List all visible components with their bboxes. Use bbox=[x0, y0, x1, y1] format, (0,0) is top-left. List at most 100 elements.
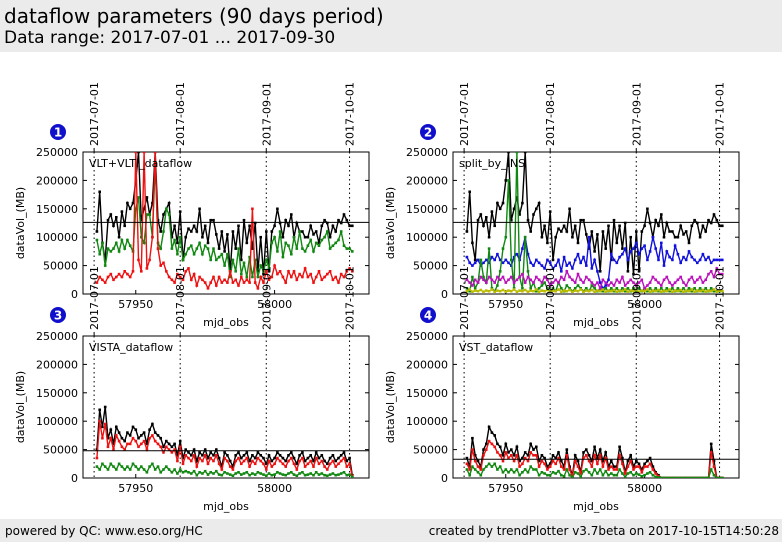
date-marker-label: 2017-08-01 bbox=[174, 266, 187, 330]
data-point-black bbox=[234, 454, 237, 457]
data-point-yellow bbox=[523, 288, 527, 292]
data-point-yellow bbox=[496, 289, 499, 292]
data-point-green bbox=[535, 289, 538, 293]
data-point-black bbox=[301, 451, 304, 454]
data-point-black bbox=[590, 230, 594, 233]
charts-canvas: 1 2017-07-01 2017-08-01 2017-09-01 2017-10-0… bbox=[14, 82, 740, 513]
page-title: dataflow parameters (90 days period) bbox=[4, 4, 384, 28]
data-point-green bbox=[693, 476, 696, 478]
data-point-yellow bbox=[587, 289, 591, 293]
data-point-green bbox=[298, 230, 301, 233]
data-point-green bbox=[610, 472, 613, 475]
data-point-black bbox=[273, 224, 276, 228]
data-point-red bbox=[596, 462, 599, 466]
data-point-magenta bbox=[673, 281, 677, 284]
data-point-black bbox=[201, 235, 204, 239]
data-point-black bbox=[704, 230, 707, 233]
data-point-red bbox=[303, 267, 307, 270]
page-subtitle: Data range: 2017-07-01 ... 2017-09-30 bbox=[4, 28, 336, 48]
data-point-black bbox=[585, 233, 588, 236]
data-point-black bbox=[195, 230, 199, 233]
data-point-green bbox=[270, 473, 274, 477]
data-point-magenta bbox=[721, 272, 724, 276]
data-point-green bbox=[568, 473, 571, 477]
data-point-red bbox=[621, 462, 624, 466]
data-point-blue bbox=[709, 261, 713, 265]
data-point-magenta bbox=[551, 281, 555, 284]
data-point-green bbox=[98, 252, 101, 256]
data-point-red bbox=[629, 459, 632, 463]
data-point-green bbox=[576, 472, 580, 475]
data-point-green bbox=[215, 469, 218, 473]
data-point-green bbox=[621, 287, 624, 290]
date-marker-label: 2017-08-01 bbox=[174, 82, 187, 146]
data-point-black bbox=[679, 224, 682, 228]
data-point-red bbox=[518, 465, 521, 468]
data-point-green bbox=[228, 275, 232, 279]
data-point-yellow bbox=[504, 290, 508, 293]
data-point-blue bbox=[635, 241, 638, 245]
data-point-black bbox=[546, 465, 549, 468]
data-point-green bbox=[278, 230, 282, 233]
data-point-green bbox=[612, 473, 616, 477]
data-point-black bbox=[248, 224, 251, 228]
data-point-black bbox=[582, 451, 585, 454]
y-tick-label: 100000 bbox=[36, 415, 78, 428]
data-point-green bbox=[326, 230, 329, 233]
data-point-black bbox=[712, 213, 716, 216]
date-marker-label: 2017-07-01 bbox=[458, 266, 471, 330]
data-point-black bbox=[314, 230, 318, 233]
chart-panel-4: 4 2017-07-01 2017-08-01 2017-09-01 2017-10-0… bbox=[384, 266, 740, 513]
data-point-green bbox=[145, 213, 149, 216]
data-point-red bbox=[323, 465, 326, 468]
data-point-magenta bbox=[618, 281, 621, 284]
data-point-green bbox=[521, 471, 524, 474]
data-point-black bbox=[209, 451, 212, 454]
data-point-black bbox=[521, 201, 524, 205]
data-point-green bbox=[623, 289, 627, 293]
data-point-black bbox=[629, 235, 632, 239]
data-point-green bbox=[551, 471, 555, 474]
data-point-black bbox=[637, 462, 641, 466]
data-point-red bbox=[303, 465, 307, 468]
data-point-yellow bbox=[718, 289, 721, 292]
data-point-yellow bbox=[665, 289, 669, 293]
data-point-black bbox=[176, 454, 179, 457]
data-point-magenta bbox=[626, 281, 630, 284]
data-point-black bbox=[518, 459, 521, 463]
panel-number-label: 4 bbox=[424, 309, 432, 323]
data-point-green bbox=[593, 468, 596, 471]
data-point-black bbox=[532, 213, 535, 216]
data-point-black bbox=[579, 218, 582, 222]
data-point-black bbox=[215, 448, 218, 451]
data-point-black bbox=[137, 436, 140, 440]
data-point-green bbox=[504, 468, 508, 471]
data-point-blue bbox=[707, 255, 710, 259]
data-point-blue bbox=[468, 261, 471, 265]
data-point-green bbox=[551, 287, 555, 290]
data-point-green bbox=[142, 468, 146, 471]
data-point-red bbox=[115, 434, 118, 437]
data-point-green bbox=[471, 465, 474, 468]
data-point-yellow bbox=[571, 290, 574, 293]
data-point-green bbox=[314, 471, 318, 474]
data-point-yellow bbox=[635, 288, 638, 292]
data-point-green bbox=[217, 255, 221, 259]
data-point-black bbox=[140, 434, 143, 437]
data-point-blue bbox=[604, 284, 607, 287]
data-point-black bbox=[643, 462, 646, 466]
data-point-black bbox=[198, 451, 201, 454]
data-point-black bbox=[348, 456, 351, 460]
data-point-red bbox=[337, 462, 340, 466]
data-point-red bbox=[251, 459, 254, 463]
data-point-red bbox=[593, 454, 596, 457]
data-point-yellow bbox=[582, 290, 585, 293]
data-point-green bbox=[626, 287, 630, 290]
data-point-magenta bbox=[648, 281, 652, 284]
data-point-black bbox=[240, 258, 243, 262]
data-point-black bbox=[209, 218, 212, 222]
data-point-black bbox=[587, 454, 591, 457]
data-point-red bbox=[173, 448, 176, 451]
data-point-green bbox=[676, 287, 680, 290]
data-point-green bbox=[543, 472, 546, 475]
